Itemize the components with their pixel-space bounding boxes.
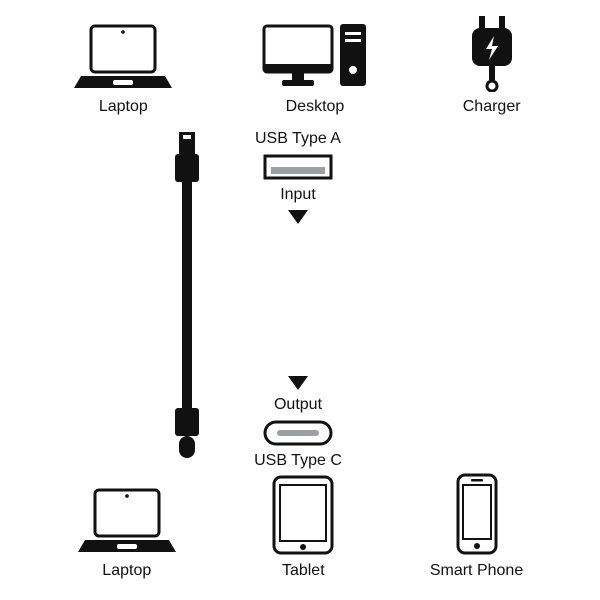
input-devices-row: Laptop Desktop [0,0,600,116]
usb-a-label: USB Type A [255,130,341,148]
device-label: Laptop [99,98,148,116]
charger-icon [457,14,527,92]
device-tablet: Tablet [270,474,336,580]
laptop-icon [77,486,177,556]
device-label: Desktop [286,98,345,116]
device-charger: Charger [457,14,527,116]
usb-c-label: USB Type C [254,452,342,470]
device-laptop-bottom: Laptop [77,486,177,580]
output-devices-row: Laptop Tablet Smart Phone [0,472,600,600]
arrow-down-icon [288,210,308,224]
device-laptop-top: Laptop [73,22,173,116]
cable-graphic [167,130,207,470]
device-label: Smart Phone [430,562,523,580]
arrow-down-icon [288,376,308,390]
tablet-icon [270,474,336,556]
input-label: Input [280,186,316,204]
device-label: Charger [463,98,521,116]
device-label: Laptop [102,562,151,580]
device-desktop: Desktop [260,20,370,116]
cable-section: USB Type A Input Output USB Type C [0,130,600,470]
usb-a-port-icon [263,154,333,180]
usb-cable-icon [167,130,207,460]
output-label: Output [274,396,322,414]
usb-c-port-icon [263,420,333,446]
device-smartphone: Smart Phone [430,472,523,580]
smartphone-icon [452,472,502,556]
device-label: Tablet [282,562,325,580]
laptop-icon [73,22,173,92]
connector-info: USB Type A Input Output USB Type C [233,130,363,470]
desktop-icon [260,20,370,92]
